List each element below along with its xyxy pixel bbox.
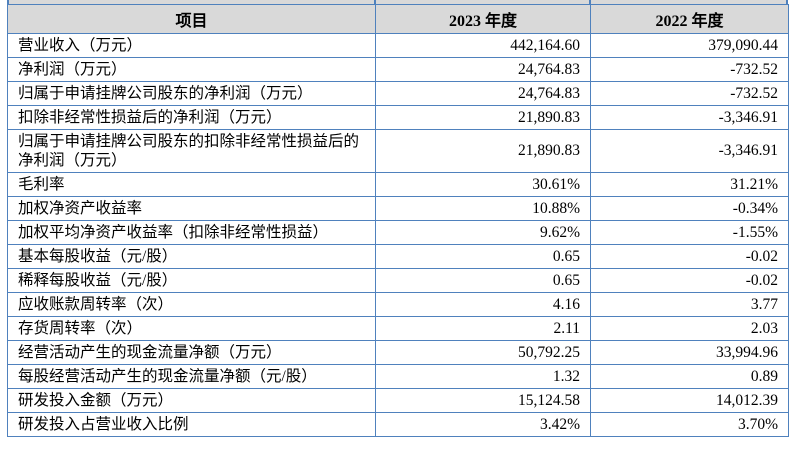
table-row: 存货周转率（次） 2.11 2.03	[7, 316, 789, 341]
row-label-cell: 应收账款周转率（次）	[7, 292, 376, 317]
table-row: 扣除非经常性损益后的净利润（万元） 21,890.83 -3,346.91	[7, 105, 789, 130]
column-header-item: 项目	[7, 4, 376, 34]
table-row: 归属于申请挂牌公司股东的净利润（万元） 24,764.83 -732.52	[7, 81, 789, 106]
table-row: 研发投入占营业收入比例 3.42% 3.70%	[7, 412, 789, 437]
table-row: 应收账款周转率（次） 4.16 3.77	[7, 292, 789, 317]
value-2023-cell: 4.16	[375, 292, 591, 317]
value-2022-cell: 2.03	[590, 316, 789, 341]
value-2023-cell: 30.61%	[375, 172, 591, 197]
table-row: 毛利率 30.61% 31.21%	[7, 172, 789, 197]
value-2023-cell: 2.11	[375, 316, 591, 341]
row-label-cell: 研发投入占营业收入比例	[7, 412, 376, 437]
value-2022-cell: 379,090.44	[590, 33, 789, 58]
table-row: 基本每股收益（元/股） 0.65 -0.02	[7, 244, 789, 269]
row-label-cell: 毛利率	[7, 172, 376, 197]
table-row: 营业收入（万元） 442,164.60 379,090.44	[7, 33, 789, 58]
value-2022-cell: -3,346.91	[590, 129, 789, 173]
table-row: 研发投入金额（万元） 15,124.58 14,012.39	[7, 388, 789, 413]
value-2022-cell: -0.34%	[590, 196, 789, 221]
table-row: 加权净资产收益率 10.88% -0.34%	[7, 196, 789, 221]
value-2022-cell: 3.77	[590, 292, 789, 317]
value-2023-cell: 9.62%	[375, 220, 591, 245]
table-row: 稀释每股收益（元/股） 0.65 -0.02	[7, 268, 789, 293]
value-2023-cell: 442,164.60	[375, 33, 591, 58]
value-2022-cell: 3.70%	[590, 412, 789, 437]
value-2022-cell: -732.52	[590, 57, 789, 82]
value-2022-cell: 33,994.96	[590, 340, 789, 365]
table-row: 经营活动产生的现金流量净额（万元） 50,792.25 33,994.96	[7, 340, 789, 365]
financial-metrics-table: 项目 2023 年度 2022 年度 营业收入（万元） 442,164.60 379…	[7, 4, 789, 437]
table-row: 每股经营活动产生的现金流量净额（元/股） 1.32 0.89	[7, 364, 789, 389]
row-label-cell: 经营活动产生的现金流量净额（万元）	[7, 340, 376, 365]
row-label-cell: 净利润（万元）	[7, 57, 376, 82]
table-row: 归属于申请挂牌公司股东的扣除非经常性损益后的净利润（万元） 21,890.83 -3…	[7, 129, 789, 173]
row-label-cell: 营业收入（万元）	[7, 33, 376, 58]
column-header-year-2023: 2023 年度	[375, 4, 591, 34]
row-label-cell: 基本每股收益（元/股）	[7, 244, 376, 269]
value-2022-cell: -1.55%	[590, 220, 789, 245]
value-2023-cell: 15,124.58	[375, 388, 591, 413]
value-2023-cell: 50,792.25	[375, 340, 591, 365]
value-2022-cell: -0.02	[590, 244, 789, 269]
row-label-cell: 加权净资产收益率	[7, 196, 376, 221]
value-2023-cell: 0.65	[375, 244, 591, 269]
value-2023-cell: 21,890.83	[375, 129, 591, 173]
value-2022-cell: -732.52	[590, 81, 789, 106]
value-2023-cell: 10.88%	[375, 196, 591, 221]
row-label-cell: 稀释每股收益（元/股）	[7, 268, 376, 293]
row-label-cell: 扣除非经常性损益后的净利润（万元）	[7, 105, 376, 130]
value-2022-cell: 31.21%	[590, 172, 789, 197]
value-2022-cell: 14,012.39	[590, 388, 789, 413]
value-2023-cell: 21,890.83	[375, 105, 591, 130]
table-border-stub	[374, 0, 376, 4]
row-label-cell: 存货周转率（次）	[7, 316, 376, 341]
cutoff-row-sliver	[7, 0, 788, 4]
header-row: 项目 2023 年度 2022 年度	[7, 4, 789, 34]
row-label-cell: 研发投入金额（万元）	[7, 388, 376, 413]
table-row: 净利润（万元） 24,764.83 -732.52	[7, 57, 789, 82]
row-label-cell: 归属于申请挂牌公司股东的净利润（万元）	[7, 81, 376, 106]
table-row: 加权平均净资产收益率（扣除非经常性损益） 9.62% -1.55%	[7, 220, 789, 245]
table-border-stub	[786, 0, 788, 4]
value-2023-cell: 1.32	[375, 364, 591, 389]
value-2022-cell: -3,346.91	[590, 105, 789, 130]
column-header-year-2022: 2022 年度	[590, 4, 789, 34]
row-label-cell: 归属于申请挂牌公司股东的扣除非经常性损益后的净利润（万元）	[7, 129, 376, 173]
row-label-cell: 加权平均净资产收益率（扣除非经常性损益）	[7, 220, 376, 245]
row-label-cell: 每股经营活动产生的现金流量净额（元/股）	[7, 364, 376, 389]
value-2023-cell: 24,764.83	[375, 81, 591, 106]
value-2023-cell: 3.42%	[375, 412, 591, 437]
value-2022-cell: 0.89	[590, 364, 789, 389]
value-2023-cell: 24,764.83	[375, 57, 591, 82]
value-2023-cell: 0.65	[375, 268, 591, 293]
value-2022-cell: -0.02	[590, 268, 789, 293]
table-border-stub	[7, 0, 9, 4]
table-border-stub	[589, 0, 591, 4]
